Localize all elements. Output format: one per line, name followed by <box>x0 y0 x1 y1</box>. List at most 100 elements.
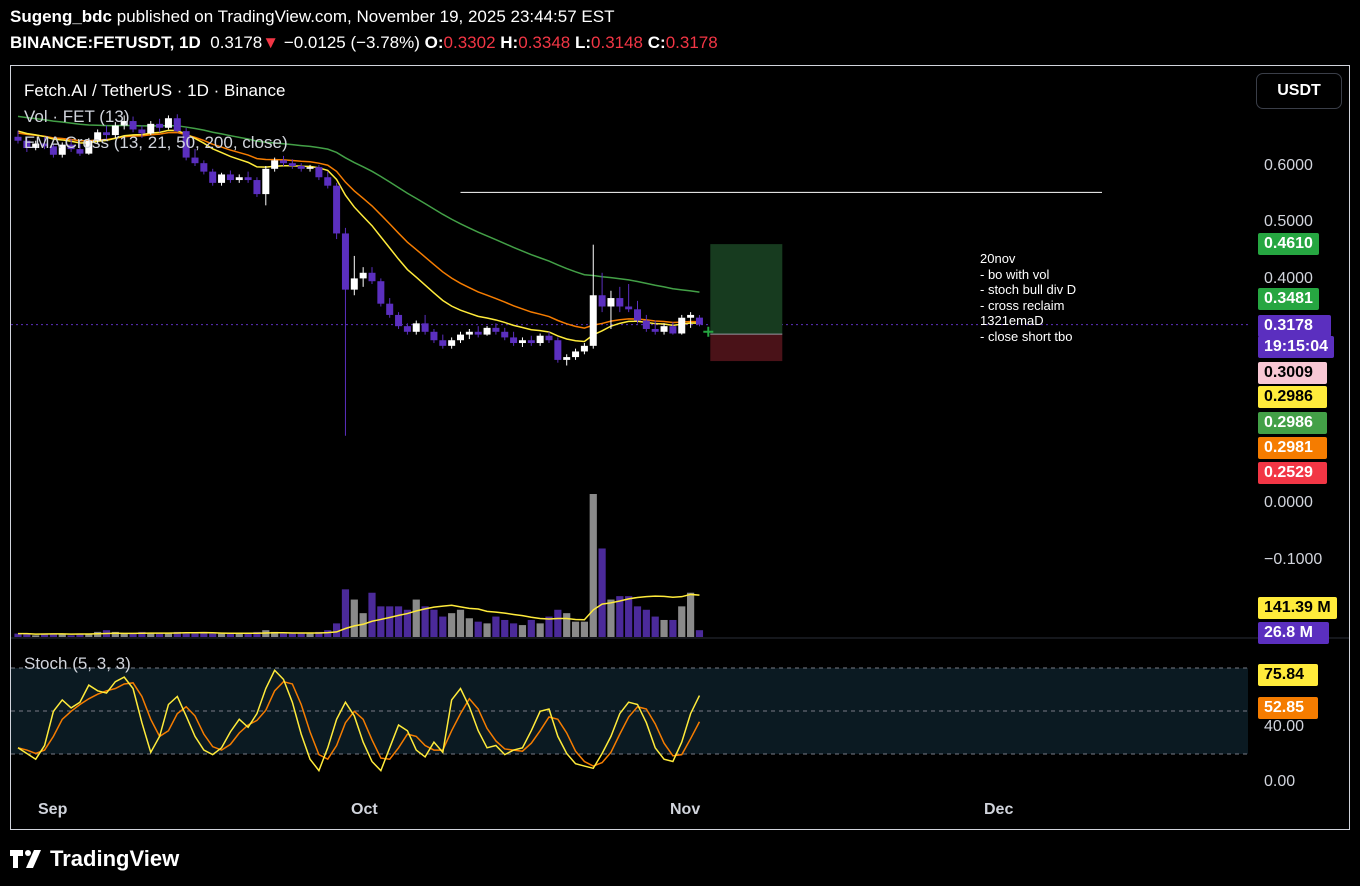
candle-body <box>271 160 279 169</box>
ema50-tag: 0.4610 <box>1258 233 1319 255</box>
volume-bar <box>85 633 93 637</box>
volume-bar <box>333 623 341 637</box>
time-tick-oct: Oct <box>351 801 378 818</box>
volume-bar <box>147 633 155 637</box>
volume-bar <box>439 616 447 637</box>
ohlc-line: BINANCE:FETUSDT, 1D 0.3178▼ −0.0125 (−3.… <box>10 33 718 53</box>
tradingview-logo[interactable]: TradingView <box>10 846 179 872</box>
publish-line: Sugeng_bdc published on TradingView.com,… <box>10 7 614 27</box>
candle-body <box>324 177 332 186</box>
volume-bar <box>129 633 137 637</box>
candle-body <box>341 233 349 290</box>
stoch-d-tag: 52.85 <box>1258 697 1319 719</box>
volume-bar <box>191 633 199 637</box>
symbol: BINANCE:FETUSDT, 1D <box>10 33 201 52</box>
candle-body <box>209 171 217 183</box>
ema50-price-tag: 0.3481 <box>1258 288 1319 310</box>
annotation-line: 20nov <box>980 251 1016 266</box>
candle-body <box>386 303 394 315</box>
time-tick-nov: Nov <box>670 801 701 818</box>
volume-bar <box>49 633 57 637</box>
volume-bar <box>173 631 181 637</box>
volume-bar <box>421 606 429 637</box>
brand-name: TradingView <box>50 846 180 871</box>
annotation-line: 1321emaD <box>980 313 1044 328</box>
candle-body <box>642 320 650 329</box>
volume-bar <box>483 623 491 637</box>
candle-body <box>235 177 243 181</box>
volume-bar <box>430 609 438 637</box>
candle-body <box>129 121 137 130</box>
volume-bar <box>448 613 456 637</box>
volume-bar <box>607 599 615 637</box>
currency-button[interactable]: USDT <box>1256 73 1342 109</box>
low-label: L: <box>574 33 592 52</box>
volume-bar <box>32 635 40 637</box>
ema-green-tag: 0.2986 <box>1258 412 1327 434</box>
candle-body <box>58 144 66 155</box>
volume-bar <box>182 633 190 637</box>
candle-body <box>138 129 146 134</box>
volume-bar <box>465 618 473 637</box>
volume-bar <box>474 621 482 637</box>
price-tick: 0.5000 <box>1264 213 1313 230</box>
cross-marker <box>703 326 714 337</box>
candle-body <box>518 340 526 344</box>
candle-body <box>510 337 518 344</box>
volume-bar <box>571 621 580 637</box>
ema-legend[interactable]: EMA Cross (13, 21, 50, 200, close) <box>24 133 288 152</box>
volume-legend[interactable]: Vol · FET (13) <box>24 107 130 126</box>
last-price-tag: 0.3178 <box>1258 315 1331 337</box>
volume-ma-tag: 141.39 M <box>1258 597 1337 619</box>
candle-body <box>421 323 429 332</box>
chart-title[interactable]: Fetch.AI / TetherUS · 1D · Binance <box>24 81 286 100</box>
candle-body <box>253 180 261 195</box>
last-price: 0.3178 <box>210 33 263 52</box>
volume-bar <box>138 631 146 637</box>
trade-annotation: 20nov - bo with vol - stoch bull div D -… <box>980 251 1076 344</box>
candle-body <box>359 272 367 279</box>
candle-body <box>350 278 358 290</box>
stoch-legend[interactable]: Stoch (5, 3, 3) <box>24 654 131 673</box>
volume-bar <box>660 619 668 637</box>
candle-body <box>200 163 208 172</box>
volume-bar <box>554 609 562 637</box>
volume-bar <box>492 616 500 637</box>
volume-bar <box>616 596 624 637</box>
stoch-d-line <box>17 680 701 767</box>
candle-body <box>280 160 287 164</box>
candle-body <box>651 328 659 332</box>
volume-tag: 26.8 M <box>1258 622 1329 644</box>
volume-bar <box>23 633 31 637</box>
volume-bar <box>695 630 704 637</box>
candle-body <box>536 335 544 344</box>
candle-body <box>545 335 553 341</box>
author[interactable]: Sugeng_bdc <box>10 7 113 26</box>
volume-bar <box>527 619 535 637</box>
candle-body <box>395 314 403 327</box>
volume-bar <box>235 633 243 637</box>
candle-body <box>572 351 580 358</box>
ema-21-line <box>17 131 700 329</box>
stoch-k-line <box>17 668 701 773</box>
target-zone <box>710 244 783 335</box>
candle-body <box>563 357 571 360</box>
annotation-line: - close short tbo <box>980 328 1073 344</box>
candle-body <box>607 298 615 307</box>
candle-body <box>14 136 22 141</box>
candle-body <box>111 125 119 136</box>
volume-bar <box>518 625 527 637</box>
volume-bar <box>156 633 164 637</box>
volume-bar <box>200 631 208 637</box>
candle-body <box>306 167 314 169</box>
candle-body <box>120 121 128 126</box>
candle-body <box>147 123 155 134</box>
candle-body <box>678 317 686 334</box>
volume-bar <box>111 631 119 637</box>
candle-body <box>554 340 562 360</box>
volume-bar <box>412 599 420 637</box>
volume-bar <box>651 616 659 637</box>
candle-body <box>23 140 31 149</box>
ema-13-line <box>17 129 700 343</box>
